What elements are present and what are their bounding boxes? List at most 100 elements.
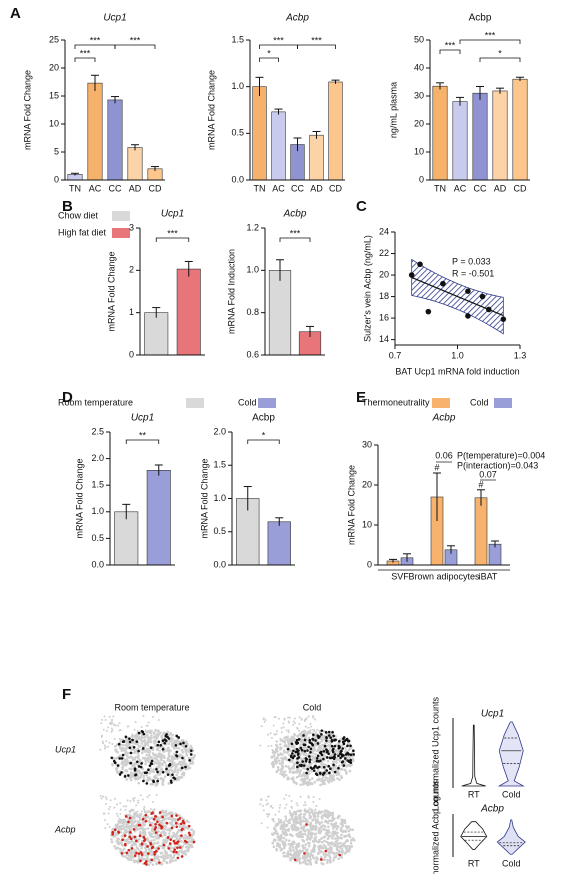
umap-cell: [156, 743, 159, 747]
umap-cell: [325, 736, 328, 740]
umap-cell: [140, 739, 143, 742]
umap-cell: [145, 857, 149, 860]
umap-cell: [290, 800, 293, 803]
umap-cell: [141, 817, 145, 821]
umap-cell: [334, 855, 338, 858]
umap-cell: [310, 826, 313, 829]
umap-cell: [292, 720, 295, 723]
umap-cell: [160, 742, 164, 745]
umap-cell: [157, 847, 160, 850]
point: [425, 308, 432, 315]
umap-cell: [144, 854, 147, 857]
umap-cell: [346, 751, 349, 755]
umap-cell: [328, 854, 331, 858]
umap-cell: [148, 771, 151, 775]
umap-cell: [158, 811, 162, 814]
umap-cell: [299, 795, 302, 798]
umap-cell: [173, 739, 177, 743]
umap-cell: [283, 797, 286, 800]
umap-cell: [149, 807, 152, 810]
umap-cell: [160, 737, 164, 740]
umap-cell: [144, 833, 147, 837]
umap-cell: [331, 837, 334, 840]
umap-cell: [182, 836, 186, 840]
umap-cell: [267, 795, 270, 798]
umap-cell: [103, 744, 106, 747]
umap-cell: [149, 823, 152, 827]
umap-cell: [119, 808, 122, 811]
umap-cell: [157, 830, 160, 833]
umap-cell: [182, 741, 185, 745]
umap-cell: [290, 813, 293, 816]
umap-cell: [135, 768, 139, 772]
umap-cell: [134, 827, 138, 831]
umap-cell: [136, 777, 140, 781]
umap-cell: [159, 851, 163, 855]
umap-cell: [140, 726, 143, 729]
umap-cell: [308, 762, 311, 766]
umap-cell: [294, 741, 298, 744]
panel-label: E: [356, 389, 366, 406]
umap-cell: [129, 761, 132, 765]
umap-cell: [292, 820, 296, 824]
umap-cell: [262, 804, 265, 807]
umap-cell: [140, 810, 143, 813]
bar: [432, 85, 448, 181]
umap-cell: [134, 738, 137, 741]
umap-cell: [291, 834, 294, 838]
umap-cell: [309, 729, 312, 732]
umap-cell: [126, 857, 130, 861]
umap-cell: [330, 740, 334, 743]
umap-cell: [344, 750, 347, 754]
y-tick-label: 0.8: [246, 307, 259, 317]
umap-cell: [166, 828, 169, 831]
umap-cell: [143, 771, 147, 775]
umap-cell: [154, 831, 158, 834]
umap-cell: [119, 819, 123, 822]
umap-cell: [147, 730, 150, 733]
umap-cell: [161, 854, 165, 858]
umap-cell: [326, 777, 329, 780]
umap-cell: [322, 757, 325, 761]
umap-cell: [339, 756, 342, 760]
y-axis-label: Log normalized Ucp1 counts: [430, 696, 440, 811]
umap-cell: [146, 750, 149, 754]
umap-cell: [150, 812, 154, 815]
bar: [176, 268, 201, 356]
umap-cell: [303, 753, 306, 757]
umap-cell: [108, 825, 111, 828]
umap-cell: [142, 774, 146, 777]
umap-cell: [145, 818, 148, 821]
umap-cell: [126, 751, 129, 755]
umap-cell: [305, 856, 308, 860]
umap-cell: [317, 829, 321, 833]
umap-cell: [296, 834, 300, 838]
umap-cell: [110, 840, 114, 844]
umap-cell: [143, 838, 147, 841]
umap-cell: [193, 754, 197, 757]
umap-cell: [124, 808, 127, 811]
umap-cell: [137, 852, 141, 855]
umap-cell: [189, 744, 193, 748]
umap-cell: [322, 835, 326, 839]
y-axis-label: mRNA Fold Change: [106, 251, 116, 331]
umap-cell: [188, 759, 191, 762]
umap-cell: [325, 748, 328, 751]
significance-bracket: [114, 44, 156, 49]
umap-cell: [285, 838, 288, 842]
umap-cell: [154, 728, 157, 731]
umap-cell: [163, 775, 167, 779]
umap-cell: [169, 821, 172, 825]
umap-cell: [275, 770, 279, 774]
umap-cell: [160, 768, 163, 772]
point: [479, 293, 486, 300]
umap-cell: [167, 817, 171, 821]
umap-cell: [156, 770, 159, 774]
umap-cell: [325, 739, 328, 742]
x-tick-label: iBAT: [479, 571, 498, 581]
umap-cell: [136, 743, 139, 746]
umap-cell: [133, 854, 137, 857]
umap-cell: [288, 795, 291, 798]
umap-cell: [301, 838, 304, 842]
umap-cell: [130, 747, 133, 750]
